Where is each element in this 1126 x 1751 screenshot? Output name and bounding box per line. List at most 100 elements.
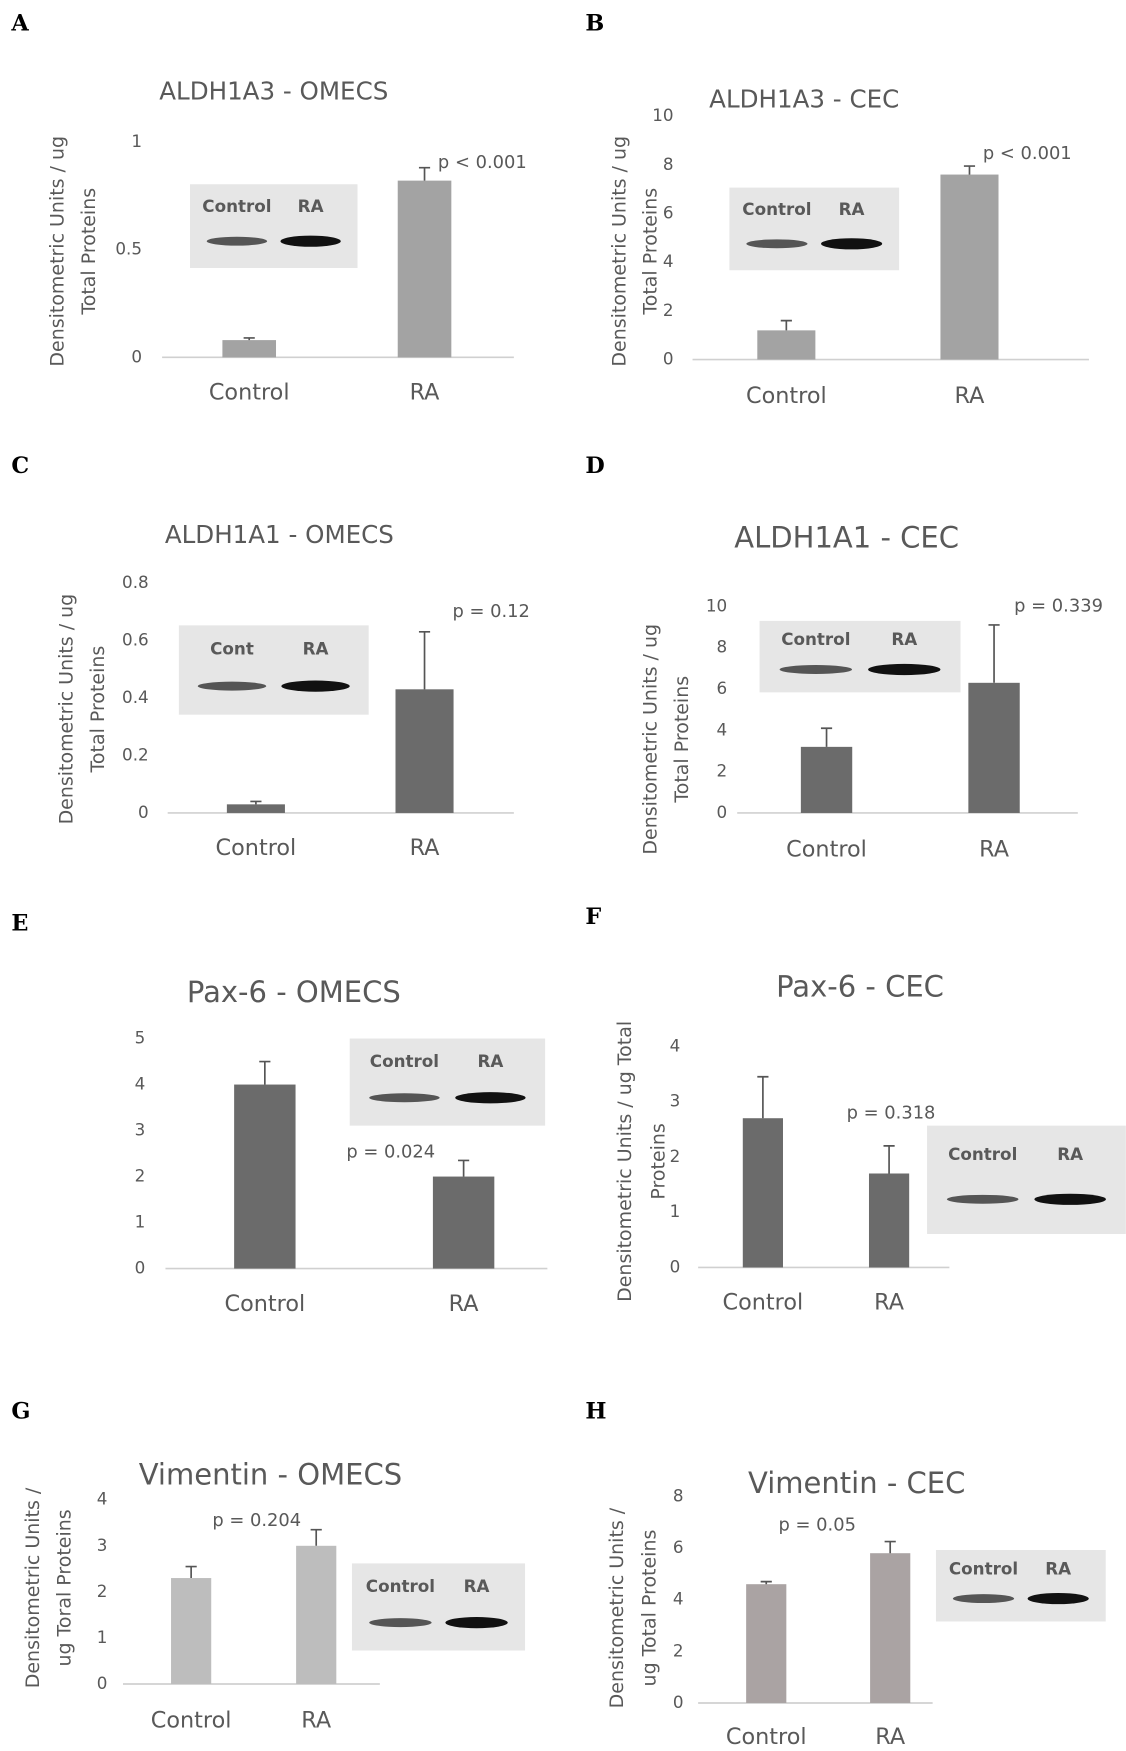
- y-tick-label: 4: [135, 1074, 146, 1094]
- y-tick-label: 3: [135, 1120, 146, 1140]
- y-tick-label: 1: [97, 1627, 108, 1647]
- error-bar: [761, 1582, 772, 1585]
- bar: [757, 330, 815, 359]
- blot-label: RA: [1045, 1558, 1071, 1578]
- error-bar: [821, 728, 832, 747]
- error-bar: [757, 1077, 768, 1118]
- figure: AALDH1A3 - OMECSDensitometric Units / ug…: [0, 0, 1126, 1751]
- y-tick-label: 0: [138, 802, 149, 822]
- blot-band: [821, 238, 882, 249]
- bar: [222, 340, 276, 357]
- blot-label: RA: [298, 196, 324, 216]
- blot-label: RA: [1057, 1144, 1083, 1164]
- y-tick-label: 10: [652, 105, 673, 125]
- bar: [171, 1578, 211, 1684]
- x-tick-label: Control: [151, 1707, 232, 1733]
- error-bar: [419, 632, 430, 690]
- y-tick-label: 3: [670, 1091, 681, 1111]
- chart-title: ALDH1A1 - CEC: [734, 520, 959, 554]
- y-tick-label: 6: [673, 1537, 684, 1557]
- x-tick-label: Control: [726, 1724, 807, 1750]
- y-axis-label: Densitometric Units / ug: [56, 594, 78, 825]
- chart-title: Pax-6 - CEC: [776, 969, 944, 1003]
- blot-label: Cont: [210, 638, 254, 658]
- blot-band: [746, 239, 807, 248]
- blot-label: Control: [202, 196, 271, 216]
- p-value-annotation: p < 0.001: [438, 152, 527, 173]
- p-value-annotation: p < 0.001: [983, 143, 1072, 164]
- bar: [940, 175, 998, 360]
- blot-inset: [927, 1126, 1126, 1234]
- y-axis-label: Densitometric Units /: [22, 1487, 44, 1688]
- p-value-annotation: p = 0.05: [779, 1514, 856, 1535]
- chart-title: Vimentin - OMECS: [139, 1457, 402, 1491]
- blot-inset: [179, 625, 369, 714]
- bar: [227, 804, 285, 813]
- bar: [746, 1584, 786, 1703]
- x-tick-label: RA: [874, 1290, 905, 1316]
- y-tick-label: 4: [97, 1489, 108, 1509]
- y-axis-label: Densitometric Units / ug: [608, 136, 630, 367]
- p-value-annotation: p = 0.12: [452, 601, 529, 622]
- bar: [870, 1553, 910, 1703]
- y-tick-label: 4: [670, 1035, 681, 1055]
- y-axis-label: Densitometric Units / ug Total: [614, 1021, 636, 1302]
- y-tick-label: 0: [135, 1258, 146, 1278]
- blot-band: [455, 1092, 525, 1103]
- blot-band: [369, 1093, 439, 1102]
- error-bar: [250, 801, 261, 804]
- x-tick-label: RA: [410, 835, 441, 861]
- y-axis-label: Total Proteins: [87, 646, 109, 774]
- blot-band: [953, 1594, 1014, 1603]
- y-tick-label: 3: [97, 1535, 108, 1555]
- blot-band: [207, 237, 267, 246]
- chart-title: ALDH1A1 - OMECS: [165, 520, 394, 549]
- x-tick-label: Control: [209, 380, 290, 406]
- error-bar: [964, 166, 975, 175]
- y-tick-label: 2: [97, 1581, 108, 1601]
- y-axis-label: ug Toral Proteins: [53, 1509, 75, 1666]
- panel-letter: B: [585, 11, 604, 37]
- y-tick-label: 6: [716, 678, 727, 698]
- blot-label: RA: [839, 199, 865, 219]
- y-axis-label: Total Proteins: [671, 676, 693, 804]
- p-value-annotation: p = 0.204: [212, 1510, 301, 1531]
- error-bar: [186, 1567, 197, 1579]
- blot-band: [369, 1618, 431, 1627]
- y-tick-label: 0.8: [122, 572, 149, 592]
- blot-label: RA: [464, 1576, 490, 1596]
- p-value-annotation: p = 0.318: [847, 1102, 936, 1123]
- y-tick-label: 0: [716, 802, 727, 822]
- x-tick-label: RA: [301, 1707, 332, 1733]
- x-tick-label: Control: [216, 835, 297, 861]
- bar: [296, 1546, 336, 1684]
- error-bar: [988, 625, 999, 683]
- bar: [234, 1085, 295, 1269]
- blot-band: [1028, 1593, 1089, 1604]
- blot-band: [280, 236, 340, 247]
- y-tick-label: 1: [670, 1201, 681, 1221]
- y-tick-label: 8: [663, 154, 674, 174]
- error-bar: [244, 338, 255, 340]
- blot-band: [281, 681, 349, 692]
- x-tick-label: Control: [786, 836, 867, 862]
- y-tick-label: 6: [663, 203, 674, 223]
- error-bar: [419, 168, 430, 181]
- y-tick-label: 0: [97, 1673, 108, 1693]
- y-tick-label: 2: [135, 1166, 146, 1186]
- y-axis-label: Total Proteins: [78, 188, 100, 316]
- y-axis-label: Densitometric Units / ug: [47, 136, 69, 367]
- y-axis-label: Proteins: [648, 1123, 670, 1199]
- y-tick-label: 0: [663, 349, 674, 369]
- x-tick-label: RA: [955, 383, 986, 409]
- bar: [395, 689, 453, 813]
- x-tick-label: RA: [449, 1291, 480, 1317]
- blot-label: RA: [303, 638, 329, 658]
- blot-label: RA: [477, 1051, 503, 1071]
- p-value-annotation: p = 0.339: [1014, 595, 1103, 616]
- chart-title: Vimentin - CEC: [748, 1466, 965, 1500]
- blot-label: Control: [949, 1558, 1018, 1578]
